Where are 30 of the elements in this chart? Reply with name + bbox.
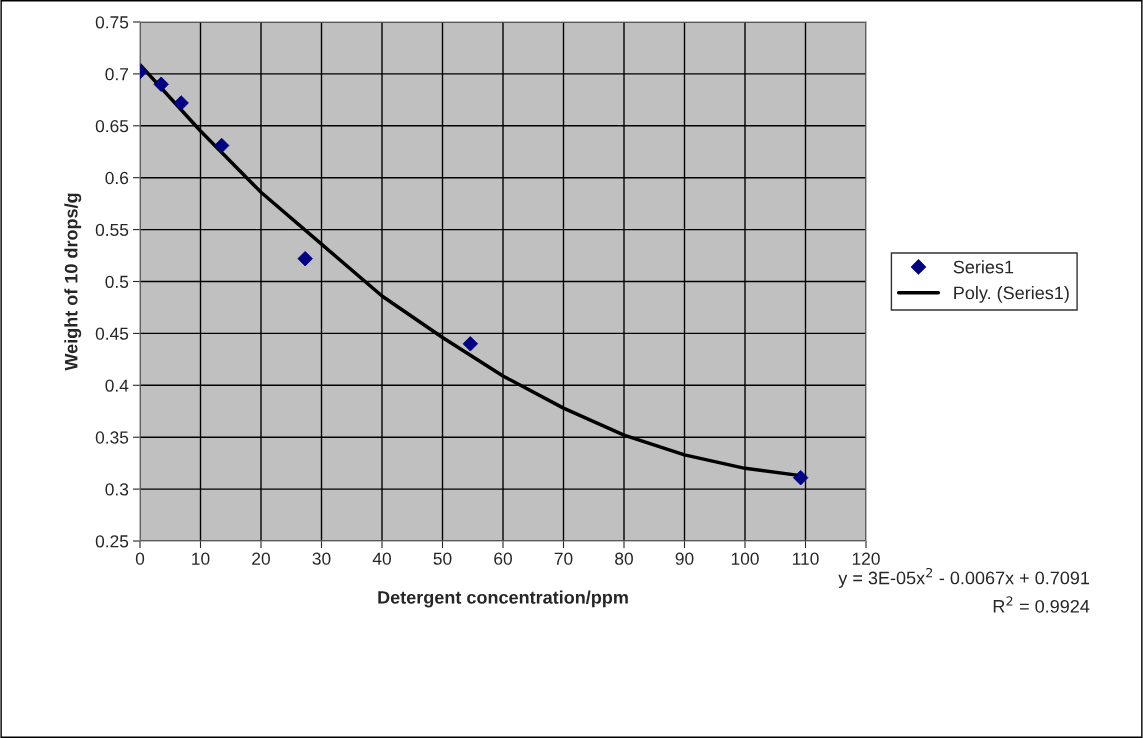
x-tick-label: 70 <box>554 552 573 565</box>
x-tick-label: 20 <box>252 552 270 565</box>
x-tick-label: 80 <box>615 552 633 565</box>
x-tick-label: 60 <box>494 552 512 565</box>
x-tick-label: 100 <box>731 552 759 565</box>
y-tick-label: 0.75 <box>95 16 129 29</box>
y-tick-label: 0.55 <box>95 223 129 237</box>
y-tick-label: 0.7 <box>105 68 129 81</box>
x-tick-label: 10 <box>192 552 210 565</box>
legend-label: Series1 <box>953 260 1014 274</box>
y-tick-label: 0.4 <box>105 379 129 392</box>
y-tick-label: 0.65 <box>95 119 129 133</box>
x-tick-label: 120 <box>852 552 880 565</box>
x-axis-title: Detergent concentration/ppm <box>378 590 628 608</box>
x-tick-label: 50 <box>433 552 452 565</box>
x-tick-label: 110 <box>792 552 819 565</box>
x-tick-label: 30 <box>312 552 331 565</box>
y-tick-label: 0.5 <box>105 275 129 288</box>
y-tick-label: 0.35 <box>95 431 129 444</box>
y-tick-label: 0.45 <box>95 327 129 340</box>
text: y = 3E-05x$^{2}$ - 0.0067x + 0.7091 <box>838 567 1090 588</box>
y-tick-label: 0.6 <box>105 171 129 185</box>
y-tick-label: 0.3 <box>105 483 129 496</box>
y-tick-label: 0.25 <box>95 535 129 548</box>
y-axis-title: Weight of 10 drops/g <box>64 193 82 371</box>
x-tick-label: 90 <box>675 552 694 565</box>
legend-label: Poly. (Series1) <box>954 286 1069 303</box>
x-tick-label: 0 <box>135 552 145 565</box>
x-tick-label: 40 <box>372 552 391 565</box>
text: R$^{2}$ = 0.9924 <box>993 596 1090 613</box>
